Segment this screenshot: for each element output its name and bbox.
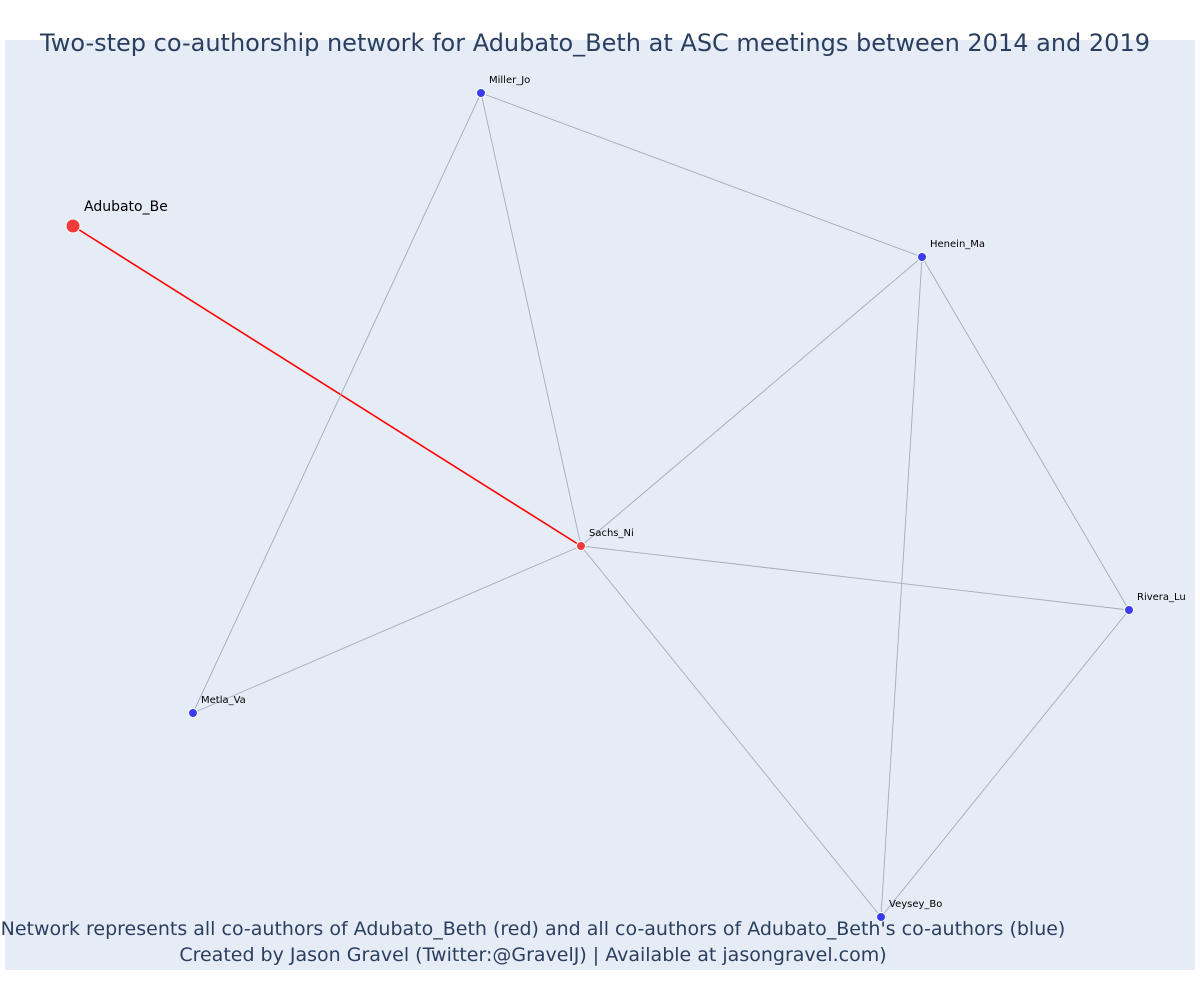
node-metla-va[interactable]: [188, 708, 198, 718]
footnote-line-2: Created by Jason Gravel (Twitter:@Gravel…: [179, 944, 887, 966]
node-label-rivera-lu: Rivera_Lu: [1137, 592, 1186, 603]
footnote-line-1: Network represents all co-authors of Adu…: [0, 918, 1066, 940]
node-label-adubato-be: Adubato_Be: [84, 199, 168, 215]
edge-rivera-lu-veysey-bo: [880, 609, 1130, 918]
edge-sachs-ni-rivera-lu: [580, 545, 1130, 611]
node-label-sachs-ni: Sachs_Ni: [589, 528, 634, 539]
nodes-layer: [65, 88, 1134, 922]
plot-background: [5, 40, 1195, 970]
node-label-miller-jo: Miller_Jo: [489, 75, 530, 86]
labels-layer: Adubato_Be Sachs_Ni Miller_Jo Henein_Ma Rive…: [84, 75, 1186, 910]
edge-miller-jo-sachs-ni: [480, 92, 582, 547]
node-sachs-ni[interactable]: [576, 541, 586, 551]
node-adubato-be[interactable]: [65, 218, 81, 234]
edge-sachs-ni-veysey-bo: [580, 545, 882, 918]
node-miller-jo[interactable]: [476, 88, 486, 98]
node-label-veysey-bo: Veysey_Bo: [889, 899, 942, 910]
edge-sachs-ni-metla-va: [192, 545, 582, 714]
node-label-metla-va: Metla_Va: [201, 695, 246, 706]
node-rivera-lu[interactable]: [1124, 605, 1134, 615]
edge-henein-ma-veysey-bo: [880, 256, 923, 918]
node-label-henein-ma: Henein_Ma: [930, 239, 985, 250]
edge-adubato-be-sachs-ni: [72, 225, 582, 547]
edge-henein-ma-sachs-ni: [580, 256, 923, 547]
edge-miller-jo-metla-va: [192, 92, 482, 714]
chart-title: Two-step co-authorship network for Aduba…: [40, 29, 1150, 57]
edge-miller-jo-henein-ma: [480, 92, 923, 258]
node-henein-ma[interactable]: [917, 252, 927, 262]
edges-layer: [72, 92, 1130, 918]
node-veysey-bo[interactable]: [876, 912, 886, 922]
edge-henein-ma-rivera-lu: [921, 256, 1130, 611]
